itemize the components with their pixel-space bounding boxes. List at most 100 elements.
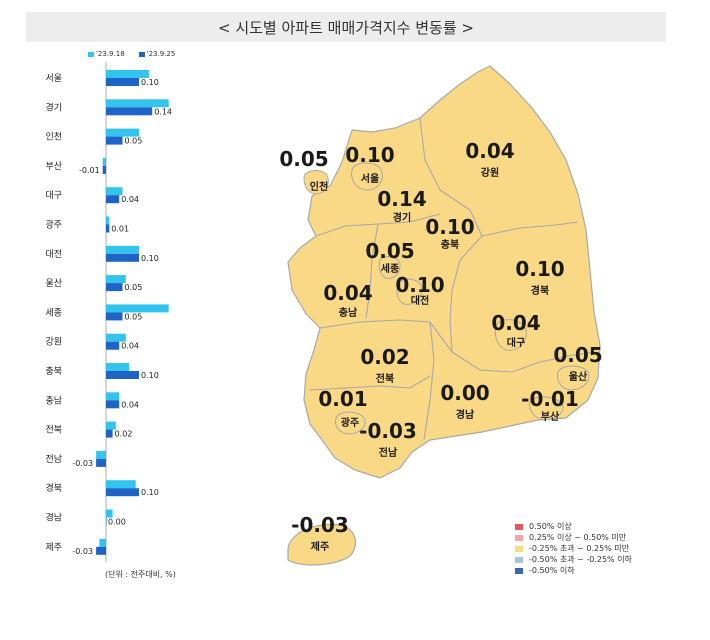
- bar: [96, 546, 106, 555]
- legend-curr-label: '23.9.25: [146, 50, 176, 58]
- region-name: 충북: [441, 238, 459, 251]
- border-gangwon-south: [481, 221, 579, 237]
- region-value: 0.05: [279, 147, 328, 171]
- bar: [106, 363, 130, 371]
- map-legend-label: -0.25% 초과 ~ 0.25% 미만: [529, 544, 630, 553]
- bar: [106, 312, 123, 321]
- bar: [106, 488, 139, 497]
- bar-value-label: 0.05: [125, 137, 143, 146]
- bar: [106, 421, 116, 430]
- category-label: 제주: [45, 542, 62, 553]
- legend-prev: '23.9.18: [88, 50, 125, 58]
- map-legend-item: -0.50% 초과 ~ -0.25% 이하: [515, 554, 632, 565]
- region-value: 0.04: [491, 311, 540, 335]
- category-label: 충남: [45, 395, 62, 406]
- region-value: -0.01: [521, 387, 579, 411]
- bar-legend: '23.9.18 '23.9.25: [88, 50, 175, 58]
- border-jeolla-gyeongnam: [423, 321, 435, 441]
- bar: [106, 429, 113, 438]
- category-label: 경북: [45, 482, 62, 494]
- region-name: 울산: [569, 370, 588, 383]
- category-label: 경남: [45, 512, 62, 524]
- bar-value-label: -0.03: [72, 459, 93, 468]
- border-gyeongbuk-gyeongnam: [451, 351, 595, 373]
- map-legend-label: -0.50% 이하: [529, 566, 575, 575]
- category-label: 전남: [45, 454, 62, 465]
- bar: [102, 165, 106, 174]
- category-label: 대구: [45, 190, 62, 201]
- region-name: 경기: [393, 211, 411, 224]
- region-name: 경북: [531, 284, 549, 297]
- bar: [106, 195, 120, 204]
- unit-note: (단위 : 전주대비, %): [105, 570, 176, 579]
- bar: [106, 245, 139, 254]
- seoul-shape: [351, 162, 383, 191]
- region-value: 0.05: [553, 343, 602, 367]
- map-legend-swatch: [515, 567, 523, 574]
- jeju-shape: [287, 523, 357, 566]
- region-value: 0.10: [395, 273, 444, 297]
- border-chungnam-chungbuk: [365, 223, 379, 319]
- bar-value-label: 0.04: [121, 400, 139, 409]
- busan-shape: [529, 396, 564, 421]
- border-chung-jeolla: [319, 319, 453, 353]
- category-label: 충북: [45, 366, 62, 377]
- bar: [102, 157, 106, 166]
- map-legend-item: 0.25% 이상 ~ 0.50% 미만: [515, 532, 632, 543]
- gwangju-shape: [335, 411, 366, 435]
- bar-value-label: 0.05: [125, 283, 143, 292]
- bar: [106, 392, 120, 401]
- category-label: 서울: [45, 73, 62, 84]
- bar-value-label: 0.10: [141, 371, 159, 380]
- page-title: < 시도별 아파트 매매가격지수 변동률 >: [26, 12, 666, 42]
- bar: [106, 253, 139, 262]
- region-name: 세종: [381, 262, 399, 275]
- incheon-shape: [303, 170, 329, 195]
- region-name: 제주: [311, 540, 329, 553]
- map-labels: 0.05인천0.10서울0.14경기0.04강원0.10충북0.05세종0.10…: [279, 139, 602, 553]
- map-legend: 0.50% 이상 0.25% 이상 ~ 0.50% 미만 -0.25% 초과 ~…: [515, 521, 632, 576]
- category-label: 대전: [45, 249, 62, 260]
- bar: [106, 216, 110, 225]
- map-legend-label: 0.50% 이상: [529, 522, 572, 531]
- border-chungbuk-gyeongbuk: [449, 235, 483, 353]
- bar: [106, 341, 120, 350]
- region-value: 0.10: [345, 143, 394, 167]
- region-value: 0.02: [360, 345, 409, 369]
- map-legend-item: -0.25% 초과 ~ 0.25% 미만: [515, 543, 632, 554]
- bar: [96, 458, 106, 467]
- legend-prev-swatch: [88, 51, 94, 57]
- bar: [106, 480, 136, 489]
- region-name: 전북: [376, 372, 394, 385]
- ulsan-shape: [557, 365, 590, 391]
- bar: [106, 224, 110, 233]
- map-legend-label: 0.25% 이상 ~ 0.50% 미만: [529, 533, 627, 542]
- bar-value-label: 0.04: [121, 195, 139, 204]
- region-name: 전남: [379, 446, 398, 459]
- region-name: 경남: [456, 408, 475, 421]
- bar-value-label: 0.04: [121, 342, 139, 351]
- region-value: 0.05: [365, 239, 414, 263]
- map-legend-swatch: [515, 534, 523, 541]
- category-label: 인천: [45, 132, 62, 143]
- region-value: 0.10: [515, 257, 564, 281]
- bar-value-label: 0.10: [141, 78, 159, 87]
- bar-value-label: 0.02: [115, 430, 133, 439]
- bar: [106, 517, 107, 526]
- border-jeonbuk-jeonnam: [309, 375, 431, 391]
- bar-value-label: 0.10: [141, 488, 159, 497]
- legend-curr: '23.9.25: [138, 50, 176, 58]
- bar-value-label: 0.05: [125, 312, 143, 321]
- region-value: -0.03: [291, 513, 349, 537]
- bar: [106, 187, 123, 196]
- bar: [106, 99, 169, 108]
- category-label: 강원: [45, 337, 62, 348]
- bar-value-label: -0.03: [72, 547, 93, 556]
- region-value: 0.01: [318, 387, 367, 411]
- bar: [106, 275, 126, 284]
- bar: [96, 450, 106, 459]
- bar: [106, 107, 153, 116]
- bar: [106, 78, 139, 86]
- daejeon-shape: [396, 278, 423, 305]
